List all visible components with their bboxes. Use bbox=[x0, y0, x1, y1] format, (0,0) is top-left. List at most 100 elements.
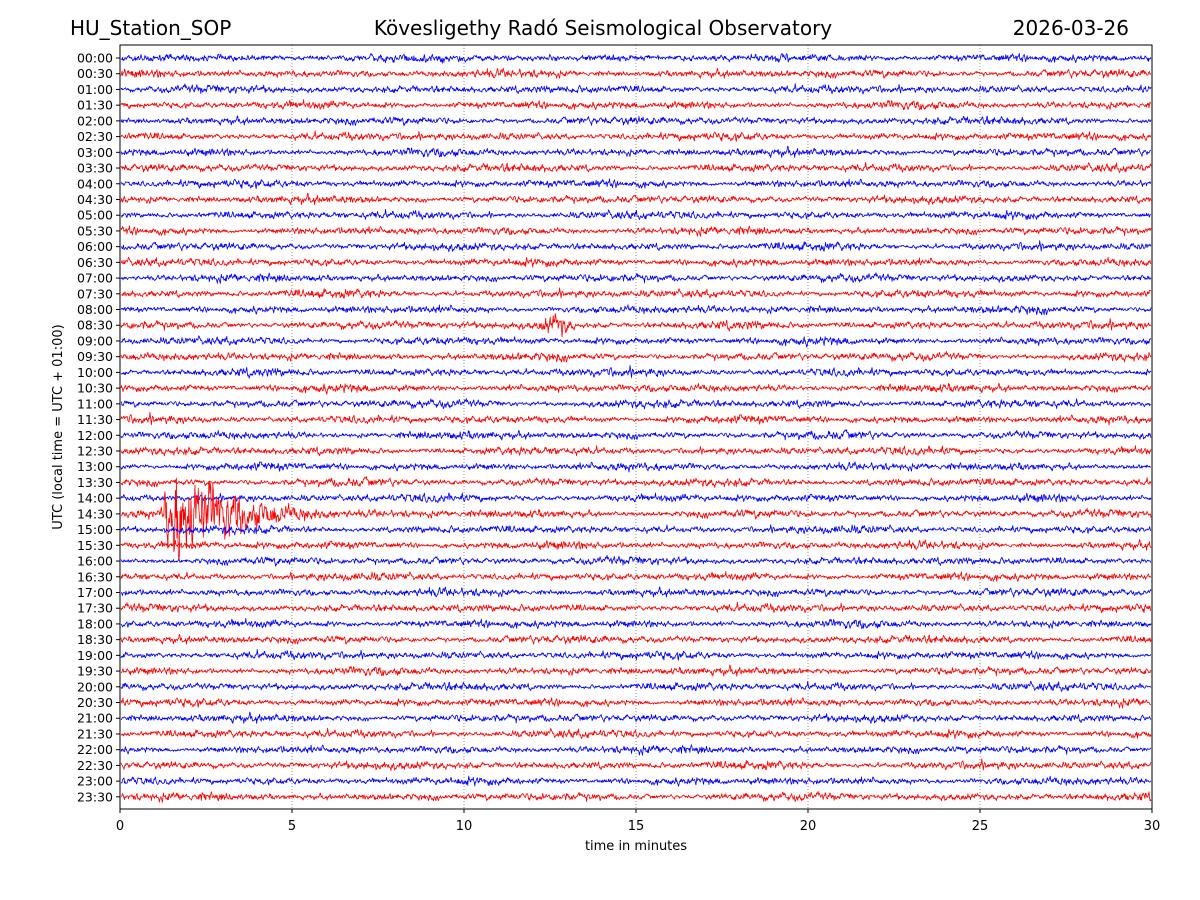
date-title: 2026-03-26 bbox=[1013, 16, 1129, 40]
y-tick-label: 12:00 bbox=[77, 428, 113, 443]
trace-1700 bbox=[120, 586, 1152, 598]
grid-lines bbox=[291, 45, 981, 809]
y-tick-label: 16:00 bbox=[77, 554, 113, 569]
trace-2330 bbox=[120, 791, 1152, 803]
y-tick-label: 06:30 bbox=[77, 255, 113, 270]
trace-2130 bbox=[120, 727, 1152, 740]
trace-1600 bbox=[120, 555, 1152, 567]
trace-0700 bbox=[120, 272, 1152, 284]
trace-1630 bbox=[120, 571, 1152, 582]
y-tick-label: 04:00 bbox=[77, 176, 113, 191]
y-tick-label: 02:30 bbox=[77, 129, 113, 144]
x-tick-label: 30 bbox=[1144, 819, 1161, 834]
trace-0130 bbox=[120, 99, 1152, 111]
trace-2230 bbox=[120, 758, 1152, 771]
y-tick-label: 18:00 bbox=[77, 616, 113, 631]
trace-1130 bbox=[120, 412, 1152, 426]
y-tick-label: 09:00 bbox=[77, 333, 113, 348]
x-tick-label: 5 bbox=[288, 819, 296, 834]
trace-0430 bbox=[120, 192, 1152, 206]
y-tick-label: 23:00 bbox=[77, 774, 113, 789]
y-tick-label: 01:00 bbox=[77, 82, 113, 97]
trace-1930 bbox=[120, 664, 1152, 677]
y-tick-label: 16:30 bbox=[77, 569, 113, 584]
trace-0600 bbox=[120, 240, 1152, 253]
y-tick-label: 22:30 bbox=[77, 758, 113, 773]
y-tick-label: 21:30 bbox=[77, 726, 113, 741]
y-tick-label: 17:00 bbox=[77, 585, 113, 600]
trace-0530 bbox=[120, 225, 1152, 237]
trace-2200 bbox=[120, 744, 1152, 756]
trace-0500 bbox=[120, 208, 1152, 221]
y-tick-label: 05:30 bbox=[77, 223, 113, 238]
trace-0830 bbox=[120, 313, 1152, 338]
trace-0230 bbox=[120, 130, 1152, 142]
trace-1900 bbox=[120, 649, 1152, 661]
x-tick-label: 0 bbox=[116, 819, 124, 834]
y-tick-label: 15:30 bbox=[77, 538, 113, 553]
trace-0200 bbox=[120, 115, 1152, 127]
trace-1430 bbox=[120, 477, 1152, 561]
y-tick-label: 11:00 bbox=[77, 396, 113, 411]
y-tick-label: 19:00 bbox=[77, 648, 113, 663]
y-tick-label: 07:00 bbox=[77, 271, 113, 286]
trace-2030 bbox=[120, 697, 1151, 709]
trace-0030 bbox=[120, 67, 1152, 79]
y-tick-label: 19:30 bbox=[77, 664, 113, 679]
y-axis: 00:0000:3001:0001:3002:0002:3003:0003:30… bbox=[77, 51, 120, 804]
y-tick-label: 00:00 bbox=[77, 51, 113, 66]
y-tick-label: 05:00 bbox=[77, 208, 113, 223]
y-tick-label: 09:30 bbox=[77, 349, 113, 364]
y-tick-label: 07:30 bbox=[77, 286, 113, 301]
trace-0330 bbox=[120, 162, 1152, 173]
x-tick-label: 15 bbox=[628, 819, 645, 834]
y-tick-label: 02:00 bbox=[77, 113, 113, 128]
trace-0800 bbox=[120, 304, 1152, 316]
y-tick-label: 11:30 bbox=[77, 412, 113, 427]
y-axis-label: UTC (local time = UTC + 01:00) bbox=[51, 324, 66, 529]
y-tick-label: 18:30 bbox=[77, 632, 113, 647]
y-tick-label: 08:00 bbox=[77, 302, 113, 317]
trace-1100 bbox=[120, 398, 1152, 410]
trace-1300 bbox=[120, 461, 1152, 473]
y-tick-label: 08:30 bbox=[77, 318, 113, 333]
trace-2000 bbox=[120, 680, 1152, 692]
trace-1830 bbox=[120, 633, 1152, 645]
y-tick-label: 15:00 bbox=[77, 522, 113, 537]
y-tick-label: 10:00 bbox=[77, 365, 113, 380]
trace-2100 bbox=[120, 711, 1152, 724]
y-tick-label: 14:00 bbox=[77, 491, 113, 506]
y-tick-label: 04:30 bbox=[77, 192, 113, 207]
trace-0100 bbox=[120, 83, 1152, 95]
trace-0930 bbox=[120, 351, 1152, 363]
x-tick-label: 25 bbox=[972, 819, 989, 834]
trace-1730 bbox=[120, 601, 1152, 614]
y-tick-label: 13:00 bbox=[77, 459, 113, 474]
y-tick-label: 23:30 bbox=[77, 789, 113, 804]
x-tick-label: 20 bbox=[800, 819, 817, 834]
trace-1000 bbox=[120, 365, 1152, 379]
trace-1030 bbox=[120, 382, 1152, 395]
y-tick-label: 22:00 bbox=[77, 742, 113, 757]
trace-0300 bbox=[120, 145, 1152, 158]
trace-0730 bbox=[120, 287, 1152, 299]
y-tick-label: 03:00 bbox=[77, 145, 113, 160]
y-tick-label: 17:30 bbox=[77, 601, 113, 616]
y-tick-label: 20:30 bbox=[77, 695, 113, 710]
trace-1400 bbox=[120, 492, 1152, 504]
trace-0630 bbox=[120, 256, 1152, 268]
trace-1530 bbox=[120, 539, 1152, 551]
y-tick-label: 01:30 bbox=[77, 98, 113, 113]
y-tick-label: 00:30 bbox=[77, 66, 113, 81]
trace-1800 bbox=[120, 618, 1152, 629]
trace-0000 bbox=[120, 52, 1152, 64]
y-tick-label: 21:00 bbox=[77, 711, 113, 726]
station-title: HU_Station_SOP bbox=[70, 16, 231, 40]
trace-0900 bbox=[120, 335, 1152, 348]
y-tick-label: 14:30 bbox=[77, 506, 113, 521]
y-tick-label: 03:30 bbox=[77, 161, 113, 176]
y-tick-label: 13:30 bbox=[77, 475, 113, 490]
trace-1330 bbox=[120, 476, 1152, 488]
y-tick-label: 10:30 bbox=[77, 381, 113, 396]
